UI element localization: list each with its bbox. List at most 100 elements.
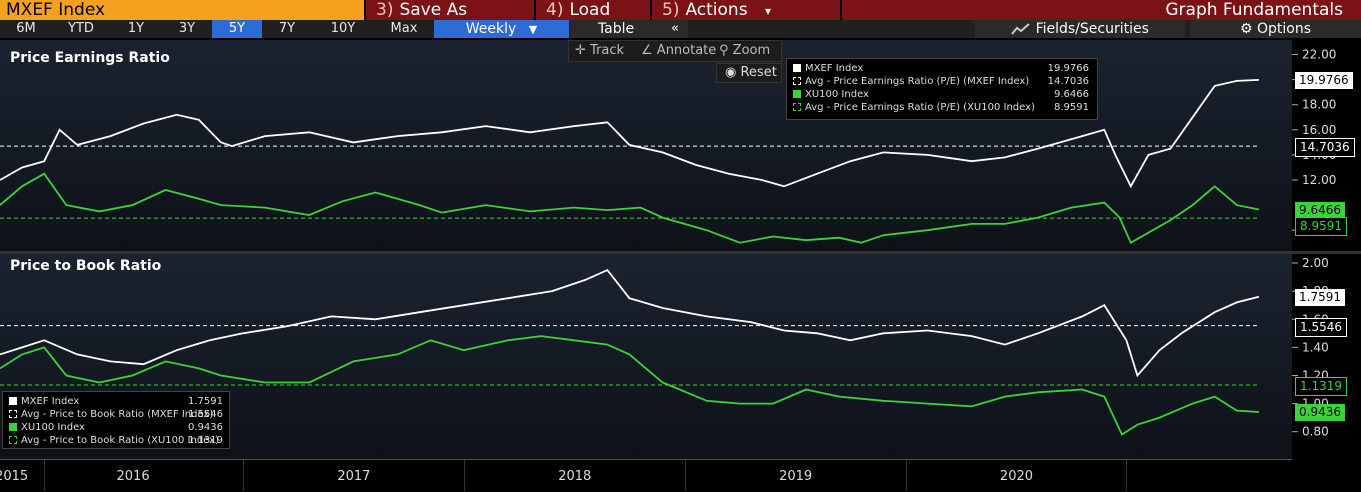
legend-value: 14.7036 [1047,76,1089,87]
legend-entry: Avg - Price to Book Ratio (XU100 Index) 1… [9,434,223,447]
load-label: Load [569,0,611,20]
legend-value: 9.6466 [1054,89,1089,100]
load-number: 4) [546,0,564,20]
range-3y[interactable]: 3Y [178,21,196,36]
options-label: Options [1256,21,1312,37]
x-separator [905,460,907,491]
legend-name: Avg - Price Earnings Ratio (P/E) (MXEF I… [805,76,1030,87]
range-6m[interactable]: 6M [16,21,36,36]
legend-swatch [9,436,17,444]
x-separator [463,460,465,491]
reset-button[interactable]: ◉ Reset [716,63,782,83]
pb-y-axis [1292,254,1361,459]
actions-menu[interactable]: 5) Actions ▾ [650,0,840,20]
last-value-label: 1.1319 [1295,377,1347,397]
y-tick-label: 22.00 [1302,48,1336,62]
dropdown-arrow-icon: ▼ [528,23,538,36]
y-tick-label: 12.00 [1302,173,1336,187]
series-line-mxef-index [0,268,1260,378]
security-title[interactable]: MXEF Index [0,0,364,20]
save-as-label: Save As [399,0,468,20]
legend-name: XU100 Index [21,422,85,433]
pb-legend: MXEF Index 1.7591 Avg - Price to Book Rati… [2,391,230,449]
annotate-tool[interactable]: ∠ Annotate [641,43,716,59]
crosshair-icon: ✛ [575,43,586,58]
x-label-2019: 2019 [779,469,813,484]
pe-panel-title: Price Earnings Ratio [10,50,170,66]
legend-swatch [9,410,17,418]
last-value-label: 8.9591 [1295,216,1347,236]
pencil-icon: ∠ [641,43,653,58]
actions-label: Actions [685,0,748,20]
legend-value: 1.5546 [188,409,223,420]
y-tick-label: 1.40 [1302,340,1329,354]
series-line-mxef-index [0,79,1259,189]
x-label-2016: 2016 [116,469,150,484]
reset-dot-icon: ◉ [725,65,737,80]
options-button[interactable]: ⚙ Options [1190,20,1361,38]
legend-value: 1.7591 [188,396,223,407]
zoom-label: Zoom [732,43,771,58]
legend-swatch [9,423,17,431]
series-line-xu100-index [0,335,1259,436]
fields-securities-label: Fields/Securities [1035,21,1149,37]
last-value-label: 19.9766 [1295,71,1353,89]
last-value-label: 9.6466 [1295,201,1345,219]
save-as-menu[interactable]: 3) Save As [364,0,534,20]
last-value-label: 14.7036 [1295,138,1355,158]
x-separator [1126,460,1128,491]
zoom-tool[interactable]: ⚲ Zoom [719,43,770,59]
pb-panel-title: Price to Book Ratio [10,258,162,274]
gear-icon: ⚙ [1239,21,1253,37]
chart-tools-bar: ✛ Track ∠ Annotate ⚲ Zoom [568,40,782,62]
y-tick-label: 2.00 [1302,256,1329,270]
legend-swatch [793,103,801,111]
last-value-label: 0.9436 [1295,403,1345,421]
series-line-xu100-index [0,172,1260,244]
actions-number: 5) [662,0,680,20]
x-label-2020: 2020 [999,469,1034,484]
legend-swatch [793,90,801,98]
magnifier-icon: ⚲ [719,43,729,58]
frequency-dropdown[interactable]: Weekly ▼ [434,20,569,38]
menu-divider [840,0,842,20]
range-7y[interactable]: 7Y [278,21,296,36]
chevron-down-icon: ▾ [764,4,771,18]
legend-entry: XU100 Index 0.9436 [9,421,223,434]
legend-swatch [793,64,801,72]
legend-value: 8.9591 [1054,102,1089,113]
legend-value: 1.1319 [188,435,223,446]
legend-name: MXEF Index [21,396,80,407]
collapse-button[interactable]: « [662,20,688,38]
legend-entry: MXEF Index 19.9766 [793,62,1089,75]
reset-label: Reset [740,65,777,80]
range-ytd[interactable]: YTD [68,21,94,36]
legend-name: MXEF Index [805,63,864,74]
fields-securities-button[interactable]: Fields/Securities [975,20,1185,38]
x-separator [44,460,46,491]
legend-entry: Avg - Price Earnings Ratio (P/E) (MXEF I… [793,75,1089,88]
x-separator [684,460,686,491]
load-menu[interactable]: 4) Load [534,0,650,20]
pe-legend: MXEF Index 19.9766 Avg - Price Earnings Ra… [786,58,1098,120]
last-value-label: 1.5546 [1295,317,1347,337]
track-tool[interactable]: ✛ Track [575,43,624,59]
range-1y[interactable]: 1Y [127,21,145,36]
range-10y[interactable]: 10Y [330,21,356,36]
y-tick-label: 18.00 [1302,98,1336,112]
table-button[interactable]: Table [570,20,662,38]
y-tick-label: 0.80 [1302,425,1329,439]
x-separator [242,460,244,491]
x-axis [0,459,1292,492]
legend-value: 19.9766 [1047,63,1089,74]
last-value-label: 1.7591 [1295,288,1345,306]
range-max[interactable]: Max [390,21,418,36]
save-as-number: 3) [376,0,394,20]
legend-entry: XU100 Index 9.6466 [793,88,1089,101]
panel-divider[interactable] [0,251,1361,254]
legend-name: Avg - Price to Book Ratio (MXEF Index) [21,409,214,420]
legend-entry: Avg - Price Earnings Ratio (P/E) (XU100 … [793,101,1089,114]
range-5y[interactable]: 5Y [212,20,262,38]
x-label-2018: 2018 [558,469,592,484]
graph-fundamentals-title: Graph Fundamentals [1165,0,1343,20]
